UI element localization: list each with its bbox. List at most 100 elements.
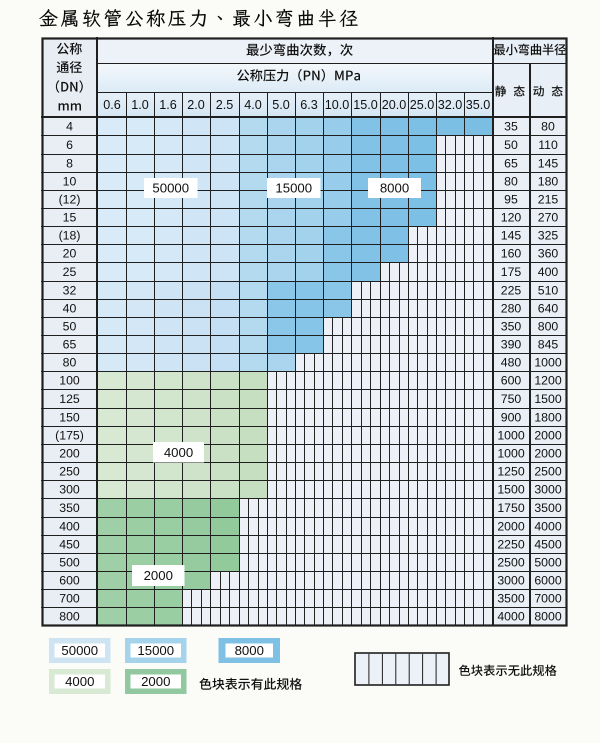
svg-text:20.0: 20.0 — [382, 98, 407, 112]
svg-text:80: 80 — [504, 174, 518, 188]
svg-text:180: 180 — [538, 174, 559, 188]
svg-text:1.6: 1.6 — [159, 98, 177, 112]
svg-text:(175): (175) — [55, 428, 84, 442]
svg-text:4000: 4000 — [497, 609, 525, 623]
svg-text:80: 80 — [63, 355, 77, 369]
svg-text:10.0: 10.0 — [325, 98, 350, 112]
svg-text:1500: 1500 — [497, 482, 525, 496]
svg-text:120: 120 — [501, 210, 522, 224]
svg-text:6: 6 — [66, 138, 73, 152]
svg-text:640: 640 — [538, 301, 559, 315]
svg-text:1000: 1000 — [534, 355, 562, 369]
svg-text:25.0: 25.0 — [410, 98, 435, 112]
svg-text:225: 225 — [501, 283, 522, 297]
svg-text:1750: 1750 — [497, 501, 525, 515]
svg-text:5.0: 5.0 — [272, 98, 290, 112]
svg-text:65: 65 — [504, 156, 518, 170]
svg-text:360: 360 — [538, 246, 559, 260]
svg-text:1200: 1200 — [534, 373, 562, 387]
svg-text:5000: 5000 — [534, 555, 562, 569]
svg-text:35: 35 — [504, 119, 518, 133]
svg-text:845: 845 — [538, 337, 559, 351]
svg-text:1.0: 1.0 — [131, 98, 149, 112]
svg-text:2250: 2250 — [497, 537, 525, 551]
svg-text:4000: 4000 — [65, 674, 94, 689]
svg-text:750: 750 — [501, 392, 522, 406]
svg-text:145: 145 — [538, 156, 559, 170]
svg-text:2500: 2500 — [497, 555, 525, 569]
svg-text:20: 20 — [63, 246, 77, 260]
svg-text:100: 100 — [59, 373, 80, 387]
svg-text:32: 32 — [63, 283, 77, 297]
svg-text:50: 50 — [504, 138, 518, 152]
svg-text:1000: 1000 — [497, 428, 525, 442]
svg-text:4.0: 4.0 — [244, 98, 262, 112]
svg-text:80: 80 — [541, 119, 555, 133]
svg-text:32.0: 32.0 — [438, 98, 463, 112]
svg-text:390: 390 — [501, 337, 522, 351]
svg-text:600: 600 — [59, 573, 80, 587]
svg-text:800: 800 — [538, 319, 559, 333]
svg-text:2000: 2000 — [144, 568, 173, 583]
svg-text:50000: 50000 — [152, 181, 189, 196]
svg-text:1000: 1000 — [497, 446, 525, 460]
svg-text:4000: 4000 — [164, 445, 193, 460]
svg-text:145: 145 — [501, 228, 522, 242]
svg-text:200: 200 — [59, 446, 80, 460]
svg-text:7000: 7000 — [534, 591, 562, 605]
svg-text:50: 50 — [63, 319, 77, 333]
svg-text:300: 300 — [59, 482, 80, 496]
svg-text:125: 125 — [59, 392, 80, 406]
svg-text:3500: 3500 — [534, 501, 562, 515]
svg-text:1250: 1250 — [497, 464, 525, 478]
svg-text:2.0: 2.0 — [187, 98, 205, 112]
svg-text:250: 250 — [59, 464, 80, 478]
svg-text:(18): (18) — [59, 228, 81, 242]
svg-text:900: 900 — [501, 410, 522, 424]
svg-text:8: 8 — [66, 156, 73, 170]
svg-text:800: 800 — [59, 609, 80, 623]
svg-text:160: 160 — [501, 246, 522, 260]
svg-text:325: 325 — [538, 228, 559, 242]
svg-text:510: 510 — [538, 283, 559, 297]
svg-text:500: 500 — [59, 555, 80, 569]
svg-text:35.0: 35.0 — [466, 98, 491, 112]
svg-text:280: 280 — [501, 301, 522, 315]
svg-text:4000: 4000 — [534, 519, 562, 533]
svg-text:8000: 8000 — [534, 609, 562, 623]
svg-text:350: 350 — [501, 319, 522, 333]
svg-text:110: 110 — [538, 138, 558, 152]
svg-text:8000: 8000 — [380, 181, 409, 196]
svg-text:50000: 50000 — [61, 643, 98, 658]
svg-text:8000: 8000 — [235, 643, 264, 658]
svg-text:3500: 3500 — [497, 591, 525, 605]
svg-text:2000: 2000 — [534, 446, 562, 460]
svg-text:15: 15 — [63, 210, 77, 224]
svg-text:2000: 2000 — [534, 428, 562, 442]
svg-text:270: 270 — [538, 210, 559, 224]
svg-text:215: 215 — [538, 192, 559, 206]
svg-text:350: 350 — [59, 501, 80, 515]
svg-text:15.0: 15.0 — [353, 98, 378, 112]
svg-text:4: 4 — [66, 119, 73, 133]
svg-text:600: 600 — [501, 373, 522, 387]
svg-text:450: 450 — [59, 537, 80, 551]
svg-text:480: 480 — [501, 355, 522, 369]
svg-text:2500: 2500 — [534, 464, 562, 478]
svg-text:400: 400 — [59, 519, 80, 533]
svg-text:2.5: 2.5 — [216, 98, 234, 112]
svg-text:150: 150 — [59, 410, 80, 424]
svg-text:175: 175 — [501, 265, 522, 279]
svg-text:15000: 15000 — [137, 643, 174, 658]
svg-text:1500: 1500 — [534, 392, 562, 406]
svg-text:3000: 3000 — [534, 482, 562, 496]
svg-text:3000: 3000 — [497, 573, 525, 587]
svg-text:95: 95 — [504, 192, 518, 206]
svg-text:6.3: 6.3 — [300, 98, 318, 112]
svg-text:400: 400 — [538, 265, 559, 279]
svg-text:2000: 2000 — [497, 519, 525, 533]
svg-text:40: 40 — [63, 301, 77, 315]
svg-text:2000: 2000 — [141, 674, 170, 689]
svg-text:65: 65 — [63, 337, 77, 351]
svg-text:6000: 6000 — [534, 573, 562, 587]
